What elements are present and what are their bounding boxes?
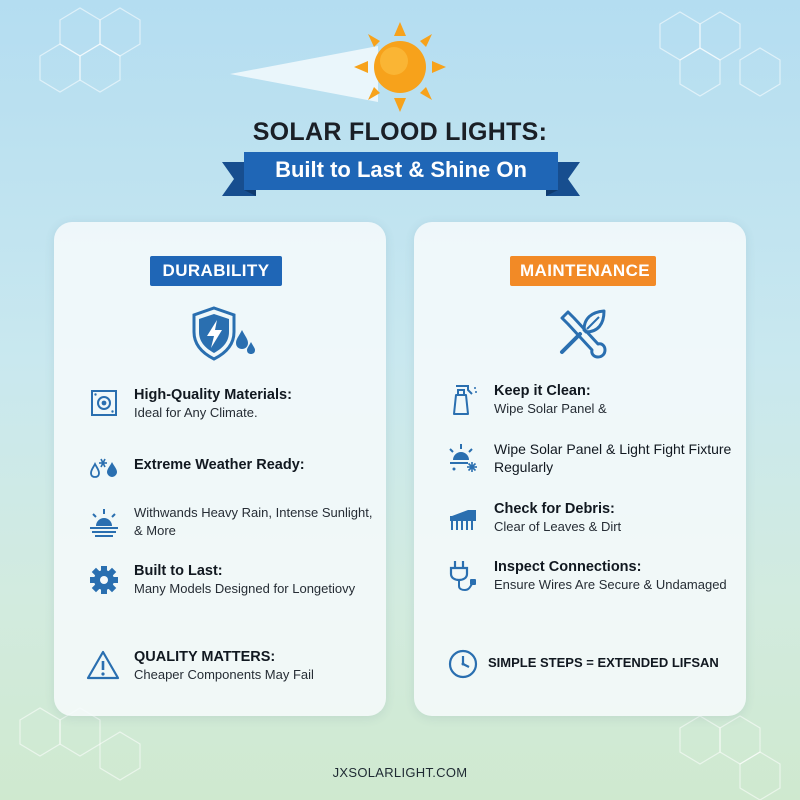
item-description: Wipe Solar Panel & Light Fight Fixture R… [494, 441, 732, 475]
sunlight-icon [90, 509, 118, 537]
subtitle: Built to Last & Shine On [275, 157, 527, 182]
item-heading: Inspect Connections: [494, 559, 642, 575]
sun-snow-icon [449, 444, 477, 472]
wrench-leaf-icon [560, 309, 607, 359]
shield-lightning-icon [192, 306, 255, 361]
warning-icon [86, 650, 120, 680]
durability-badge: DURABILITY [150, 256, 282, 286]
item-heading: Extreme Weather Ready: [134, 457, 305, 473]
brush-icon [450, 510, 476, 530]
spray-bottle-icon [453, 385, 477, 415]
durability-card: DURABILITY High-Quality Materials: Ideal… [54, 222, 386, 716]
item-description: Cheaper Components May Fail [134, 667, 314, 682]
sun-icon [230, 22, 446, 112]
item-heading: QUALITY MATTERS: [134, 649, 276, 665]
item-heading: High-Quality Materials: [134, 387, 292, 403]
plug-icon [449, 561, 476, 592]
page-title: SOLAR FLOOD LIGHTS: [252, 118, 548, 146]
item-description: Ideal for Any Climate. [134, 405, 258, 420]
maintenance-badge: MAINTENANCE [510, 256, 656, 286]
item-heading: Built to Last: [134, 563, 223, 579]
item-description: Withwands Heavy Rain, Intense Sunlight, … [134, 505, 373, 538]
item-heading: Keep it Clean: [494, 383, 591, 399]
item-description: Wipe Solar Panel & [494, 401, 607, 416]
maintenance-card: MAINTENANCE Keep it Clean: Wipe Solar Pa… [414, 222, 746, 716]
clock-icon [448, 649, 478, 679]
item-description: Many Models Designed for Longetiovy [134, 581, 356, 596]
item-heading: Check for Debris: [494, 501, 615, 517]
item-heading: SIMPLE STEPS = EXTENDED LIFSAN [488, 655, 719, 670]
gear-icon [90, 566, 118, 594]
materials-icon [91, 390, 117, 416]
subtitle-ribbon: Built to Last & Shine On [222, 148, 580, 200]
item-description: Ensure Wires Are Secure & Undamaged [494, 577, 727, 592]
weather-icon [90, 458, 117, 478]
footer-site: JXSOLARLIGHT.COM [332, 765, 468, 780]
item-description: Clear of Leaves & Dirt [494, 519, 622, 534]
